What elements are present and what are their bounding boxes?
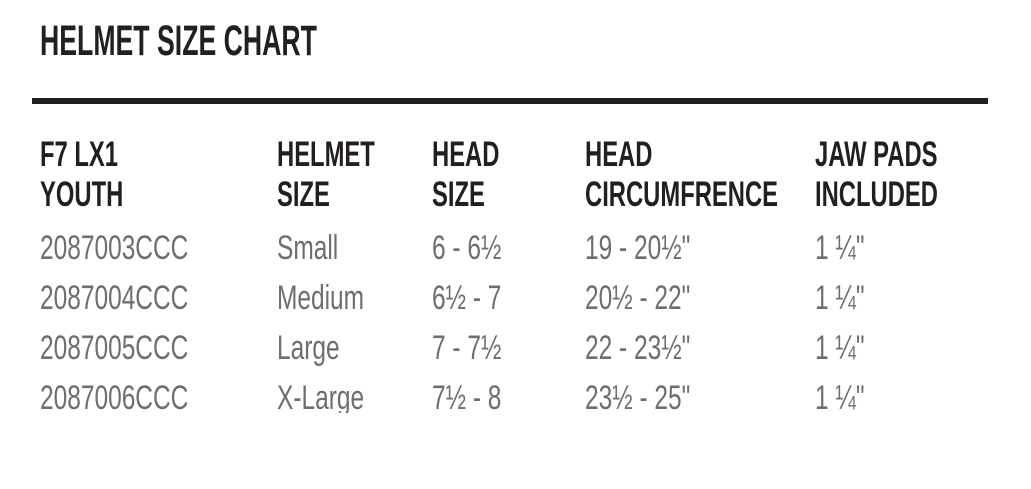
part-number-cell: 2087003CCC [40, 229, 189, 267]
jaw-pads-cell: 1 ¼" [815, 279, 865, 317]
part-number-cell: 2087005CCC [40, 329, 189, 367]
jaw-pads-cell: 1 ¼" [815, 379, 865, 413]
column-header-line2: SIZE [277, 175, 330, 214]
table-row: 2087006CCC X-Large 7½ - 8 23½ - 25" 1 ¼" [40, 373, 1031, 413]
column-header-jaw-pads: JAW PADS INCLUDED [815, 135, 1031, 215]
head-circumference-cell: 20½ - 22" [585, 279, 691, 317]
column-header-head-size: HEAD SIZE [432, 135, 585, 215]
table-row: 2087005CCC Large 7 - 7½ 22 - 23½" 1 ¼" [40, 323, 1031, 373]
head-size-cell: 6½ - 7 [432, 279, 502, 317]
column-header-line1: HELMET [277, 135, 375, 174]
column-header-line2: INCLUDED [815, 175, 938, 214]
column-header-helmet-size: HELMET SIZE [277, 135, 432, 215]
table-body: 2087003CCC Small 6 - 6½ 19 - 20½" 1 ¼" 2… [40, 223, 1031, 413]
head-circumference-cell: 22 - 23½" [585, 329, 691, 367]
column-header-head-circumference: HEAD CIRCUMFRENCE [585, 135, 815, 215]
helmet-size-cell: Small [277, 229, 339, 267]
part-number-cell: 2087006CCC [40, 379, 189, 413]
column-header-part-number: F7 LX1 YOUTH [40, 135, 277, 215]
head-size-cell: 7½ - 8 [432, 379, 502, 413]
page-title-text: HELMET SIZE CHART [40, 17, 317, 65]
table-row: 2087004CCC Medium 6½ - 7 20½ - 22" 1 ¼" [40, 273, 1031, 323]
head-circumference-cell: 19 - 20½" [585, 229, 691, 267]
head-size-cell: 6 - 6½ [432, 229, 502, 267]
helmet-size-cell: Medium [277, 279, 365, 317]
column-header-line1: HEAD [585, 135, 653, 174]
column-header-line1: HEAD [432, 135, 500, 174]
column-header-line2: CIRCUMFRENCE [585, 175, 779, 214]
jaw-pads-cell: 1 ¼" [815, 329, 865, 367]
column-header-line2: YOUTH [40, 175, 124, 214]
head-size-cell: 7 - 7½ [432, 329, 502, 367]
table-header-row: F7 LX1 YOUTH HELMET SIZE HEAD SIZE HEAD … [40, 135, 1031, 215]
column-header-line2: SIZE [432, 175, 485, 214]
column-header-line1: JAW PADS [815, 135, 938, 174]
helmet-size-cell: X-Large [277, 379, 365, 413]
column-header-line1: F7 LX1 [40, 135, 119, 174]
part-number-cell: 2087004CCC [40, 279, 189, 317]
table-row: 2087003CCC Small 6 - 6½ 19 - 20½" 1 ¼" [40, 223, 1031, 273]
head-circumference-cell: 23½ - 25" [585, 379, 691, 413]
helmet-size-cell: Large [277, 329, 340, 367]
jaw-pads-cell: 1 ¼" [815, 229, 865, 267]
page-title: HELMET SIZE CHART [40, 20, 487, 63]
title-divider-rule [32, 98, 988, 104]
